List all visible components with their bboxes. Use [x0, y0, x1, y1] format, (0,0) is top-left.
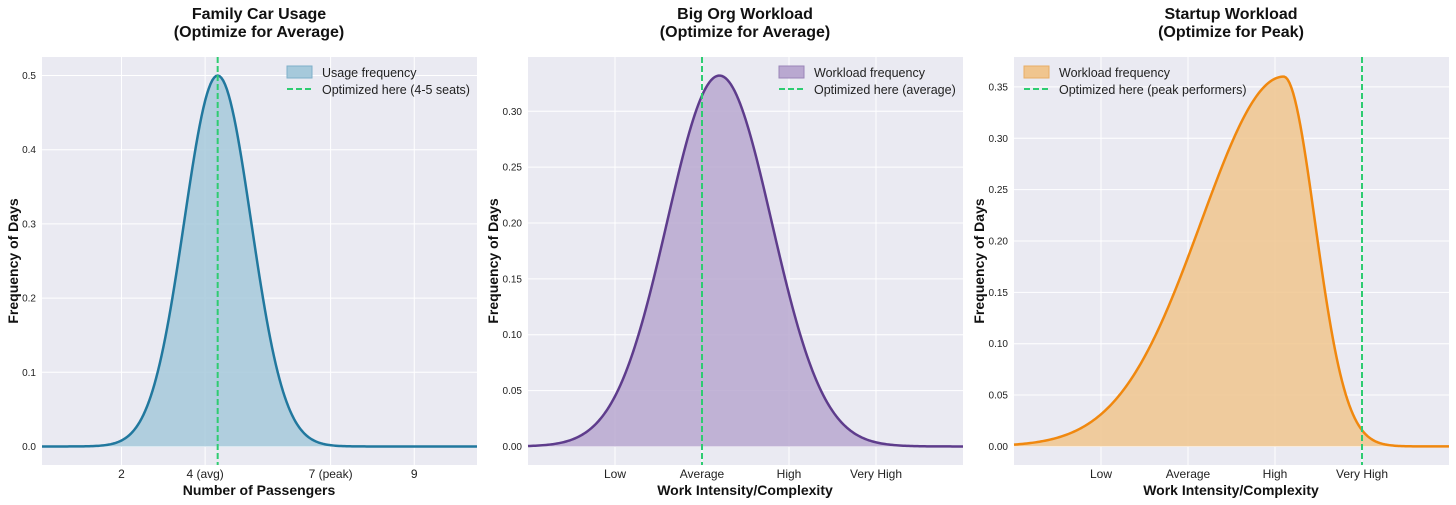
usage-curve	[42, 74, 477, 448]
y-tick-label: 0.3	[22, 219, 36, 230]
y-axis-label: Frequency of Days	[5, 198, 21, 323]
legend-swatch-area	[1023, 65, 1050, 79]
ticks: 0.00 0.05 0.10 0.15 0.20 0.25 0.30 0.35 Low Avera…	[989, 82, 1388, 481]
y-tick-label: 0.25	[503, 163, 523, 174]
legend-label-area: Usage frequency	[322, 66, 417, 80]
workload-curve	[1013, 75, 1449, 448]
chart-title-line1: Startup Workload	[1164, 6, 1297, 23]
legend: Usage frequency Optimized here (4-5 seat…	[286, 65, 470, 97]
x-axis-label: Number of Passengers	[183, 482, 336, 498]
x-tick-label: Very High	[1336, 467, 1388, 481]
chart-title-line1: Family Car Usage	[192, 6, 326, 23]
x-axis-label: Work Intensity/Complexity	[1143, 482, 1319, 498]
y-tick-label: 0.2	[22, 294, 36, 305]
ticks: 0.0 0.1 0.2 0.3 0.4 0.5 2 4 (avg) 7 (peak) 9	[22, 71, 418, 481]
legend: Workload frequency Optimized here (avera…	[778, 65, 956, 97]
legend-swatch-area	[286, 65, 313, 79]
panel-big-org: 0.00 0.05 0.10 0.15 0.20 0.25 0.30 Low Average Hi…	[485, 6, 963, 498]
x-tick-label: 2	[118, 467, 125, 481]
y-axis-label: Frequency of Days	[971, 198, 987, 323]
legend-label-vline: Optimized here (4-5 seats)	[322, 83, 470, 97]
x-tick-label: Very High	[850, 467, 902, 481]
x-tick-label: 7 (peak)	[309, 467, 353, 481]
chart-title-line2: (Optimize for Peak)	[1158, 24, 1304, 41]
workload-curve	[527, 74, 963, 448]
x-tick-label: Low	[604, 467, 626, 481]
ticks: 0.00 0.05 0.10 0.15 0.20 0.25 0.30 Low Average Hi…	[503, 107, 902, 481]
legend-label-vline: Optimized here (average)	[814, 83, 956, 97]
x-tick-label: 4 (avg)	[186, 467, 223, 481]
x-tick-label: Average	[680, 467, 725, 481]
chart-title-line2: (Optimize for Average)	[174, 24, 344, 41]
y-tick-label: 0.30	[989, 134, 1009, 145]
legend-label-area: Workload frequency	[814, 66, 926, 80]
legend: Workload frequency Optimized here (peak …	[1023, 65, 1247, 97]
y-axis-label: Frequency of Days	[485, 198, 501, 323]
y-tick-label: 0.15	[503, 274, 523, 285]
workload-area	[1014, 76, 1449, 447]
x-tick-label: 9	[411, 467, 418, 481]
y-tick-label: 0.30	[503, 107, 523, 118]
y-tick-label: 0.10	[503, 330, 523, 341]
y-tick-label: 0.1	[22, 368, 36, 379]
x-tick-label: Average	[1166, 467, 1211, 481]
y-tick-label: 0.35	[989, 82, 1009, 93]
y-tick-label: 0.00	[989, 442, 1009, 453]
y-tick-label: 0.05	[503, 386, 523, 397]
y-tick-label: 0.00	[503, 442, 523, 453]
y-tick-label: 0.5	[22, 71, 36, 82]
x-tick-label: High	[777, 467, 802, 481]
legend-label-area: Workload frequency	[1059, 66, 1171, 80]
y-tick-label: 0.15	[989, 288, 1009, 299]
x-tick-label: High	[1263, 467, 1288, 481]
y-tick-label: 0.25	[989, 185, 1009, 196]
x-tick-label: Low	[1090, 467, 1112, 481]
y-tick-label: 0.20	[503, 219, 523, 230]
workload-area	[528, 75, 963, 447]
y-tick-label: 0.4	[22, 145, 36, 156]
chart-title-line1: Big Org Workload	[677, 6, 813, 23]
usage-area	[42, 75, 477, 447]
legend-swatch-area	[778, 65, 805, 79]
y-tick-label: 0.20	[989, 236, 1009, 247]
panel-family-car: 0.0 0.1 0.2 0.3 0.4 0.5 2 4 (avg) 7 (peak) 9 Fami…	[5, 6, 477, 498]
chart-title-line2: (Optimize for Average)	[660, 24, 830, 41]
x-axis-label: Work Intensity/Complexity	[657, 482, 833, 498]
panel-startup: 0.00 0.05 0.10 0.15 0.20 0.25 0.30 0.35 Low Avera…	[971, 6, 1449, 498]
y-tick-label: 0.05	[989, 391, 1009, 402]
legend-label-vline: Optimized here (peak performers)	[1059, 83, 1247, 97]
y-tick-label: 0.10	[989, 339, 1009, 350]
y-tick-label: 0.0	[22, 442, 36, 453]
